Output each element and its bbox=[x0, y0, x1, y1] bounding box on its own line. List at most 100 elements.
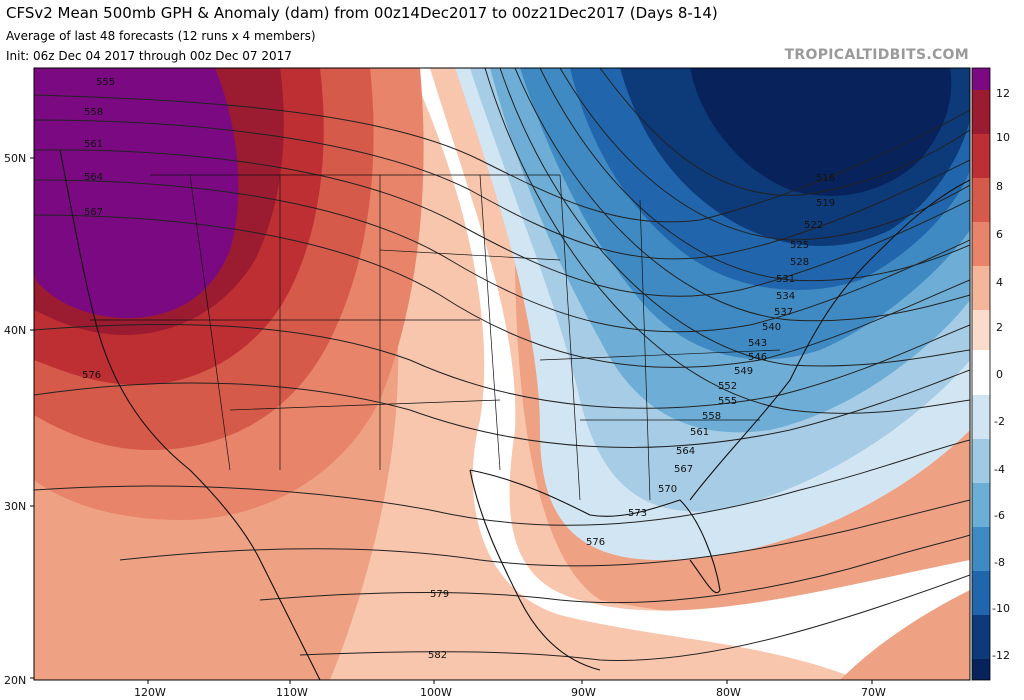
contour-label-group: 555 558 561 564 567 576 516 519 522 525 … bbox=[82, 77, 835, 661]
watermark: TROPICALTIDBITS.COM bbox=[784, 47, 969, 63]
anomaly-band-pos2-se bbox=[840, 590, 970, 680]
contour-label: 579 bbox=[430, 589, 449, 600]
colorbar-tick-label: 12 bbox=[996, 87, 1010, 100]
colorbar-swatch bbox=[972, 222, 990, 266]
contour-label: 531 bbox=[776, 274, 795, 285]
colorbar-tick-label: -10 bbox=[992, 602, 1010, 615]
contour-line bbox=[539, 68, 970, 282]
lon-label-120w: 120W bbox=[134, 686, 166, 699]
colorbar-swatch bbox=[972, 90, 990, 134]
contour-label: 516 bbox=[816, 173, 835, 184]
colorbar-swatch bbox=[972, 527, 990, 571]
map-title: CFSv2 Mean 500mb GPH & Anomaly (dam) fro… bbox=[6, 4, 718, 22]
contour-label: 546 bbox=[748, 352, 767, 363]
lon-label-100w: 100W bbox=[420, 686, 452, 699]
contour-line bbox=[119, 499, 970, 567]
latitude-axis: 50N 40N 30N 20N bbox=[4, 152, 34, 687]
contour-label: 570 bbox=[658, 484, 677, 495]
colorbar-swatch bbox=[972, 134, 990, 178]
contour-label: 534 bbox=[776, 291, 795, 302]
colorbar-tick-label: -6 bbox=[994, 509, 1005, 522]
colorbar-swatch bbox=[972, 395, 990, 439]
contour-label: 519 bbox=[816, 198, 835, 209]
map-frame bbox=[33, 67, 971, 681]
colorbar-swatch bbox=[972, 350, 990, 395]
contour-line bbox=[34, 323, 970, 409]
border-line bbox=[639, 199, 651, 501]
contour-label: 558 bbox=[702, 411, 721, 422]
colorbar-tick-label: 2 bbox=[996, 321, 1003, 334]
colorbar-tick-label: 0 bbox=[996, 368, 1003, 381]
state-borders bbox=[90, 174, 781, 501]
lon-label-110w: 110W bbox=[276, 686, 308, 699]
contour-line bbox=[299, 574, 970, 661]
contour-label: 549 bbox=[734, 366, 753, 377]
lon-label-80w: 80W bbox=[716, 686, 741, 699]
lat-label-20n: 20N bbox=[4, 674, 26, 687]
colorbar-swatch bbox=[972, 266, 990, 310]
contour-label: 573 bbox=[628, 508, 647, 519]
lon-label-70w: 70W bbox=[861, 686, 886, 699]
west-coast bbox=[59, 149, 321, 680]
lat-label-50n: 50N bbox=[4, 152, 26, 165]
contour-label: 576 bbox=[586, 537, 605, 548]
colorbar-tick-label: 10 bbox=[996, 131, 1010, 144]
colorbar-tick-label: 4 bbox=[996, 276, 1003, 289]
colorbar-tick-label: -8 bbox=[994, 556, 1005, 569]
border-line bbox=[559, 174, 581, 501]
contour-line bbox=[559, 68, 970, 241]
colorbar-swatch bbox=[972, 310, 990, 350]
border-line bbox=[379, 249, 561, 261]
colorbar-tick-label: -12 bbox=[992, 649, 1010, 662]
lat-label-30n: 30N bbox=[4, 500, 26, 513]
colorbar-frame bbox=[971, 67, 991, 681]
contour-label: 537 bbox=[774, 307, 793, 318]
contour-label: 543 bbox=[748, 338, 767, 349]
contour-label: 567 bbox=[674, 464, 693, 475]
contour-line bbox=[484, 68, 970, 414]
contour-label: 564 bbox=[676, 446, 695, 457]
border-line bbox=[479, 174, 501, 471]
contour-label: 558 bbox=[84, 107, 103, 118]
contour-label: 528 bbox=[790, 257, 809, 268]
contour-label: 564 bbox=[84, 172, 103, 183]
contour-line bbox=[259, 534, 970, 604]
anomaly-band-pos1 bbox=[300, 68, 860, 680]
border-line bbox=[229, 399, 501, 411]
lat-label-40n: 40N bbox=[4, 324, 26, 337]
anomaly-band-pos12 bbox=[34, 68, 239, 319]
contour-label: 525 bbox=[790, 240, 809, 251]
contour-line bbox=[34, 119, 970, 260]
lon-label-90w: 90W bbox=[571, 686, 596, 699]
contour-label: 561 bbox=[690, 427, 709, 438]
contour-label: 561 bbox=[84, 139, 103, 150]
contour-line bbox=[499, 68, 970, 367]
contour-label: 582 bbox=[428, 650, 447, 661]
height-contours bbox=[34, 68, 970, 661]
contour-label: 540 bbox=[762, 322, 781, 333]
colorbar-swatch bbox=[972, 439, 990, 483]
colorbar-swatch bbox=[972, 571, 990, 615]
anomaly-fill bbox=[34, 68, 970, 680]
contour-label: 555 bbox=[718, 396, 737, 407]
contour-line bbox=[599, 68, 970, 196]
anomaly-zero-band bbox=[410, 68, 970, 680]
longitude-axis: 120W 110W 100W 90W 80W 70W bbox=[134, 680, 886, 699]
contour-line bbox=[514, 68, 970, 322]
coastlines bbox=[59, 149, 970, 680]
colorbar-tick-label: 6 bbox=[996, 228, 1003, 241]
colorbar-swatch bbox=[972, 68, 990, 90]
east-coast bbox=[689, 179, 970, 501]
colorbar-swatch bbox=[972, 659, 990, 680]
colorbar: 12 10 8 6 4 2 0 -2 -4 -6 -8 -10 -12 bbox=[971, 67, 1010, 681]
contour-label: 576 bbox=[82, 370, 101, 381]
contour-label: 522 bbox=[804, 220, 823, 231]
colorbar-tick-label: -4 bbox=[994, 463, 1005, 476]
contour-line bbox=[34, 149, 970, 297]
contour-label: 555 bbox=[96, 77, 115, 88]
colorbar-tick-label: -2 bbox=[994, 415, 1005, 428]
mexico-gulf-coast bbox=[469, 469, 601, 671]
contour-line bbox=[34, 369, 970, 448]
map-subtitle-init: Init: 06z Dec 04 2017 through 00z Dec 07… bbox=[6, 49, 292, 63]
